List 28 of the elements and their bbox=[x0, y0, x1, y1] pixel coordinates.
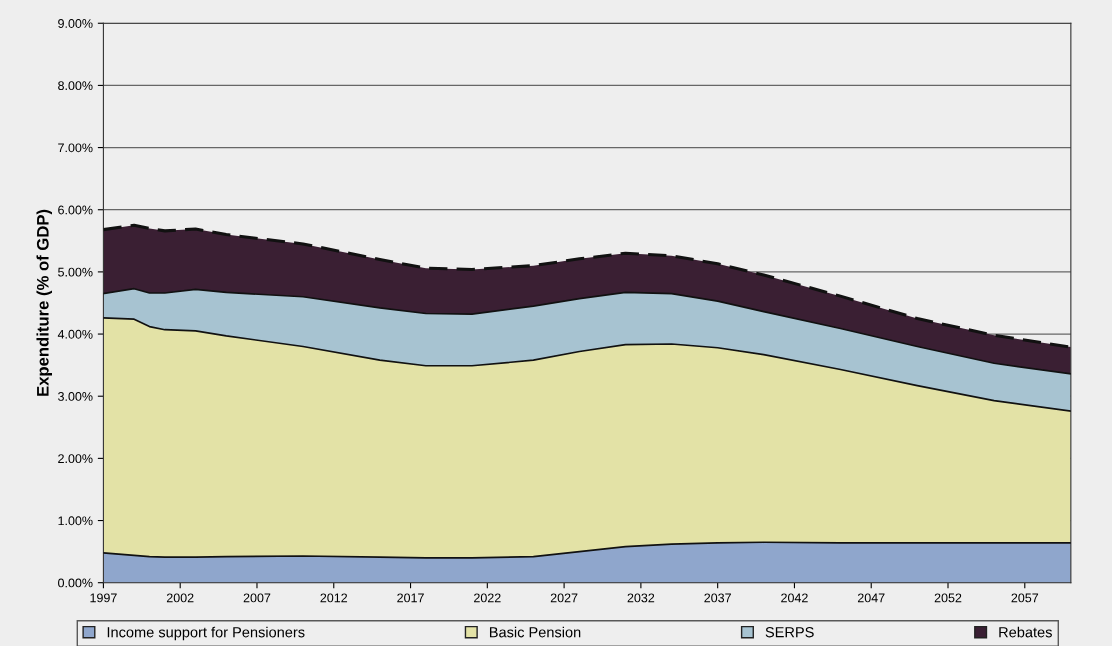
y-tick-label: 5.00% bbox=[58, 267, 93, 277]
x-tick-label: 2007 bbox=[243, 593, 271, 603]
x-tick-label: 2037 bbox=[704, 593, 731, 603]
y-tick-label: 2.00% bbox=[58, 454, 93, 464]
x-tick-label: 2027 bbox=[550, 593, 578, 603]
y-axis-title: Expenditure (% of GDP) bbox=[36, 209, 52, 396]
x-tick-label: 1997 bbox=[90, 593, 117, 603]
x-tick-label: 2022 bbox=[474, 593, 501, 603]
x-tick-label: 2042 bbox=[781, 593, 808, 603]
y-tick-label: 8.00% bbox=[58, 81, 93, 91]
x-tick-label: 2017 bbox=[397, 593, 424, 603]
y-tick-label: 9.00% bbox=[58, 19, 93, 28]
y-tick-label: 1.00% bbox=[58, 516, 93, 526]
legend-label: Income support for Pensioners bbox=[107, 626, 305, 641]
legend-label: Basic Pension bbox=[489, 626, 581, 638]
x-tick-label: 2012 bbox=[320, 593, 348, 603]
y-tick-label: 3.00% bbox=[58, 392, 93, 401]
x-tick-label: 2032 bbox=[627, 593, 655, 603]
y-tick-label: 4.00% bbox=[57, 329, 93, 339]
y-tick-label: 7.00% bbox=[58, 143, 93, 153]
x-tick-label: 2052 bbox=[934, 593, 962, 603]
y-tick-label: 0.00% bbox=[58, 578, 93, 588]
legend-label: Rebates bbox=[999, 626, 1052, 638]
x-tick-label: 2057 bbox=[1011, 593, 1039, 603]
legend-label: SERPS bbox=[765, 627, 814, 638]
x-tick-label: 2002 bbox=[166, 593, 194, 603]
x-tick-label: 2047 bbox=[857, 593, 885, 603]
y-tick-label: 6.00% bbox=[58, 205, 93, 215]
